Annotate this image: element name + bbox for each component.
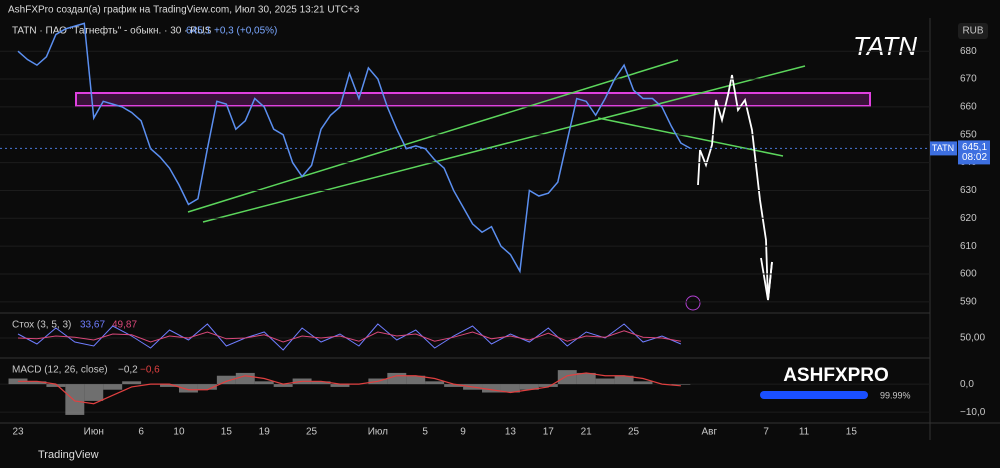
stoch-title: Стох (3, 5, 3) bbox=[12, 320, 71, 331]
y-tick-label: 50,00 bbox=[960, 333, 985, 344]
histogram-bar bbox=[482, 384, 501, 393]
macd-title: MACD (12, 26, close) bbox=[12, 365, 108, 376]
x-tick-label: 6 bbox=[138, 427, 144, 438]
stoch-value: 33,67 bbox=[80, 320, 105, 331]
series-line bbox=[17, 22, 691, 274]
y-tick-label: 670 bbox=[960, 74, 977, 85]
histogram-bar bbox=[330, 384, 350, 387]
histogram-bar bbox=[65, 384, 85, 415]
histogram-bar bbox=[406, 375, 426, 385]
histogram-bar bbox=[311, 381, 331, 385]
price-label: 645,1 bbox=[962, 142, 987, 153]
main-title: TATN · ПАО "Татнефть" - обыкн. · 30 · RU… bbox=[12, 25, 212, 37]
histogram-bar bbox=[576, 372, 596, 385]
histogram-bar bbox=[103, 384, 123, 390]
stoch-value: 49,87 bbox=[112, 320, 137, 331]
y-tick-label: 600 bbox=[960, 269, 977, 280]
watermark: TATN bbox=[853, 31, 917, 61]
histogram-bar bbox=[46, 384, 66, 387]
symbol-label: TATN bbox=[932, 143, 954, 153]
histogram-bar bbox=[273, 384, 293, 387]
histogram-bar bbox=[557, 370, 577, 385]
macd-value: −0,6 bbox=[140, 365, 160, 376]
histogram-bar bbox=[671, 384, 691, 385]
progress-bar bbox=[760, 391, 868, 399]
histogram-bar bbox=[197, 384, 217, 390]
logo: ASHFXPRO bbox=[783, 365, 889, 386]
y-tick-label: 610 bbox=[960, 241, 977, 252]
header: AshFXPro создал(а) график на TradingView… bbox=[8, 4, 360, 16]
event-icon[interactable] bbox=[685, 295, 701, 311]
x-tick-label: Июл bbox=[368, 427, 388, 438]
x-tick-label: Июн bbox=[84, 427, 104, 438]
series-line bbox=[17, 330, 681, 343]
x-tick-label: 13 bbox=[505, 427, 517, 438]
histogram-bar bbox=[387, 372, 407, 385]
histogram-bar bbox=[500, 384, 520, 393]
currency-box bbox=[958, 23, 988, 39]
histogram-bar bbox=[633, 381, 653, 385]
x-tick-label: 23 bbox=[12, 427, 24, 438]
histogram-bar bbox=[84, 384, 104, 401]
histogram-bar bbox=[254, 381, 274, 385]
histogram-bar bbox=[538, 384, 558, 387]
y-tick-label: 590 bbox=[960, 297, 977, 308]
macd-value: −0,2 bbox=[118, 365, 138, 376]
x-tick-label: 21 bbox=[581, 427, 593, 438]
x-tick-label: 11 bbox=[799, 427, 810, 438]
symbol-box bbox=[930, 141, 957, 156]
histogram-bar bbox=[444, 384, 464, 387]
histogram-bar bbox=[122, 381, 142, 385]
trend-lines bbox=[187, 59, 806, 223]
x-tick-label: 7 bbox=[763, 427, 769, 438]
y-tick-label: 630 bbox=[960, 185, 977, 196]
x-tick-label: 5 bbox=[422, 427, 428, 438]
x-tick-label: 10 bbox=[173, 427, 185, 438]
histogram-bar bbox=[160, 384, 179, 387]
histogram-bar bbox=[614, 375, 634, 385]
histogram-bar bbox=[216, 375, 236, 385]
footer: TradingView bbox=[38, 449, 99, 461]
x-tick-label: 15 bbox=[221, 427, 233, 438]
x-tick-label: 15 bbox=[846, 427, 858, 438]
x-tick-label: 17 bbox=[543, 427, 555, 438]
currency: RUB bbox=[962, 26, 983, 37]
y-tick-label: 0,0 bbox=[960, 379, 974, 390]
histogram-bar bbox=[27, 381, 47, 385]
histogram-bar bbox=[595, 378, 615, 385]
x-tick-label: 25 bbox=[628, 427, 640, 438]
x-tick-label: 19 bbox=[259, 427, 271, 438]
forecast-arrow bbox=[760, 257, 773, 301]
price-box bbox=[958, 140, 990, 165]
histogram-bar bbox=[235, 372, 255, 385]
x-tick-label: Авг bbox=[701, 427, 717, 438]
progress-label: 99.99% bbox=[880, 390, 911, 400]
y-tick-label: 650 bbox=[960, 129, 977, 140]
y-tick-label: 680 bbox=[960, 46, 977, 57]
y-tick-label: 620 bbox=[960, 213, 977, 224]
histogram-bar bbox=[178, 384, 198, 393]
x-tick-label: 25 bbox=[306, 427, 318, 438]
y-tick-label: 660 bbox=[960, 102, 977, 113]
y-tick-label: −10,0 bbox=[960, 407, 986, 418]
forecast-drawing bbox=[697, 74, 773, 301]
x-tick-label: 9 bbox=[460, 427, 466, 438]
resistance-zone bbox=[75, 92, 871, 107]
histogram-bar bbox=[519, 384, 539, 390]
histogram-bar bbox=[425, 381, 445, 385]
legend-change: +0,3 (+0,05%) bbox=[214, 26, 277, 37]
time-label: 08:02 bbox=[962, 152, 987, 163]
legend-price: 645,1 bbox=[186, 26, 211, 37]
signal-line bbox=[18, 372, 681, 405]
